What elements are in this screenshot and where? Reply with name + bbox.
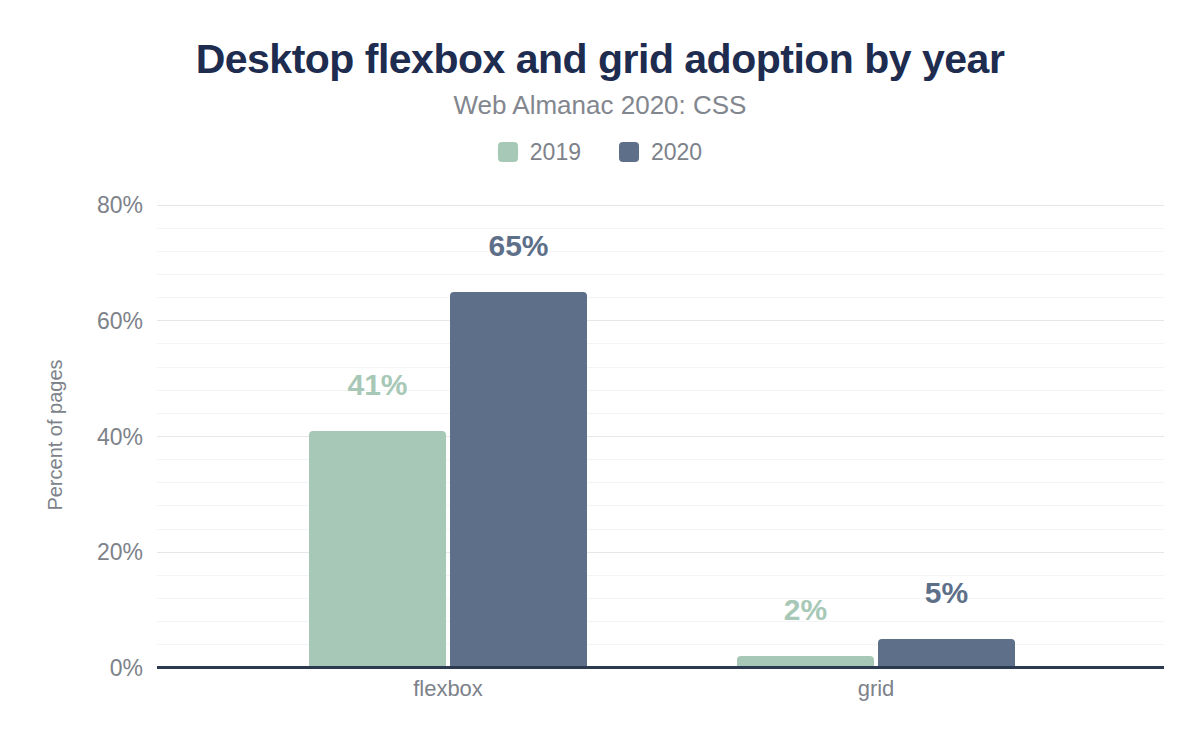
bar-flexbox-2020 [450, 292, 587, 668]
y-tick-label: 20% [60, 539, 143, 565]
value-label-grid-2020: 5% [887, 577, 1007, 609]
chart-container: Desktop flexbox and grid adoption by yea… [0, 0, 1200, 742]
gridline-major [157, 205, 1164, 206]
x-tick-label-grid: grid [776, 677, 976, 701]
gridline-minor [157, 413, 1164, 414]
y-tick-label: 40% [60, 424, 143, 450]
gridline-minor [157, 274, 1164, 275]
y-tick-label: 80% [60, 192, 143, 218]
gridline-minor [157, 297, 1164, 298]
plot-area: 0% 20% 40% 60% 80% 41% 65% flexbox 2% 5% grid [0, 0, 1200, 742]
gridline-minor [157, 343, 1164, 344]
gridline-major [157, 320, 1164, 321]
gridline-minor [157, 367, 1164, 368]
value-label-flexbox-2020: 65% [459, 230, 579, 262]
x-tick-label-flexbox: flexbox [348, 677, 548, 701]
bar-flexbox-2019 [309, 431, 446, 668]
y-tick-label: 0% [60, 655, 143, 681]
gridline-minor [157, 228, 1164, 229]
bar-grid-2020 [878, 639, 1015, 668]
x-axis-line [157, 666, 1164, 669]
value-label-grid-2019: 2% [746, 594, 866, 626]
gridline-minor [157, 251, 1164, 252]
gridline-minor [157, 390, 1164, 391]
value-label-flexbox-2019: 41% [318, 369, 438, 401]
y-tick-label: 60% [60, 308, 143, 334]
